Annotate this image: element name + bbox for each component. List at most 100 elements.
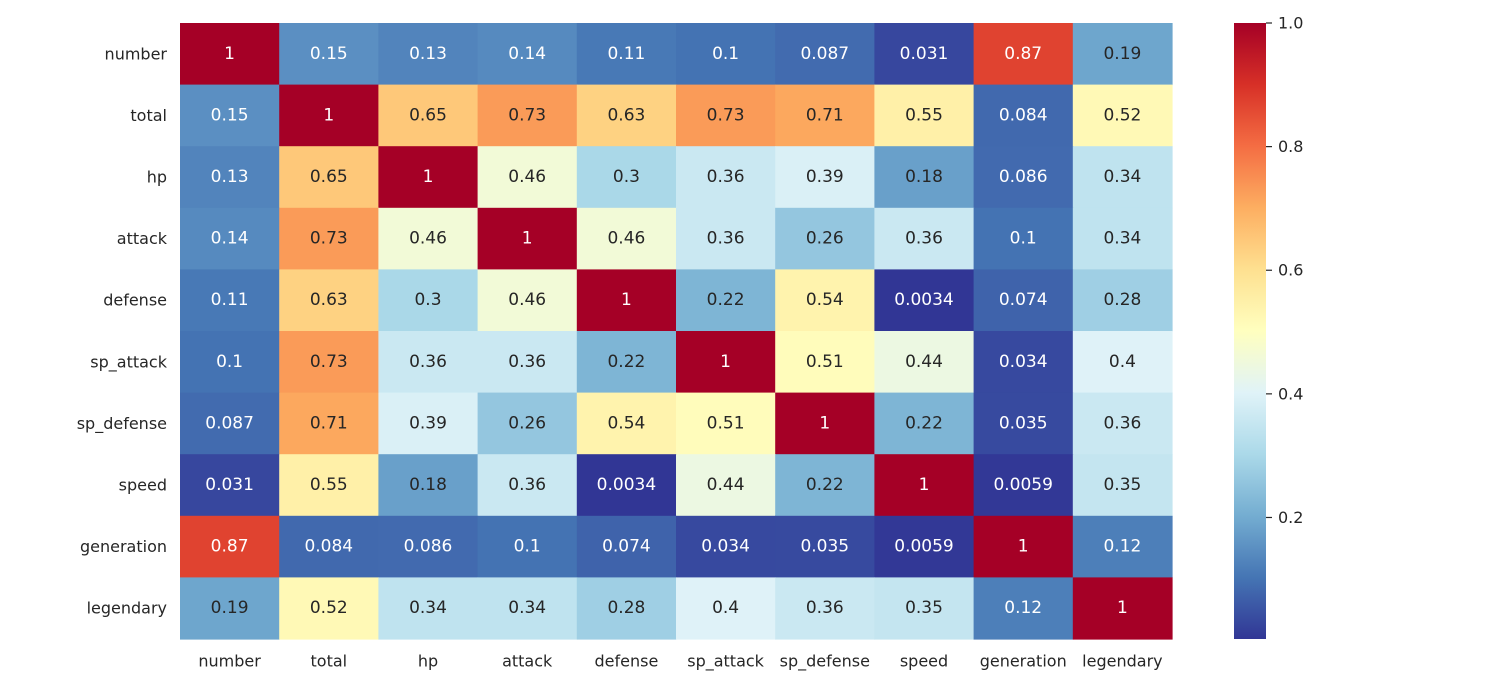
heatmap-cell bbox=[279, 207, 379, 270]
cell-value-label: 1 bbox=[323, 105, 334, 125]
heatmap-cell bbox=[378, 331, 479, 394]
row-label: speed bbox=[119, 476, 167, 495]
colorbar-tick-label: 0.6 bbox=[1278, 261, 1303, 280]
heatmap-cell bbox=[1072, 392, 1173, 455]
cell-value-label: 0.0034 bbox=[894, 290, 953, 310]
heatmap-cell bbox=[973, 331, 1074, 394]
heatmap-cell bbox=[1072, 269, 1173, 332]
cell-value-label: 0.26 bbox=[508, 413, 546, 433]
cell-value-label: 1 bbox=[224, 44, 235, 64]
heatmap-cell bbox=[1072, 146, 1173, 209]
cell-value-label: 0.3 bbox=[414, 290, 441, 310]
cell-value-label: 0.0059 bbox=[894, 537, 953, 557]
cell-value-label: 0.22 bbox=[707, 290, 745, 310]
heatmap-cell bbox=[378, 84, 479, 147]
cell-value-label: 0.11 bbox=[211, 290, 249, 310]
heatmap-cell bbox=[973, 454, 1074, 517]
cell-value-label: 0.54 bbox=[806, 290, 844, 310]
cell-value-label: 0.51 bbox=[707, 413, 745, 433]
cell-value-label: 0.63 bbox=[310, 290, 348, 310]
colorbar-gradient bbox=[1234, 23, 1266, 639]
cell-value-label: 0.36 bbox=[508, 352, 546, 372]
heatmap-cell bbox=[676, 23, 776, 86]
heatmap-cell bbox=[576, 84, 677, 147]
heatmap-cell bbox=[378, 23, 479, 86]
heatmap-cell bbox=[676, 84, 776, 147]
cell-value-label: 1 bbox=[819, 413, 830, 433]
cell-value-label: 0.51 bbox=[806, 352, 844, 372]
heatmap-cells: 1 0.15 0.13 0.14 0.11 0.1 0.087 0.031 0.87 0.190.… bbox=[180, 23, 1173, 640]
heatmap-cell bbox=[279, 84, 379, 147]
heatmap-cell bbox=[180, 331, 280, 394]
column-label: speed bbox=[900, 652, 948, 671]
cell-value-label: 0.71 bbox=[806, 105, 844, 125]
heatmap-cell bbox=[775, 331, 875, 394]
heatmap-cell bbox=[378, 207, 479, 270]
heatmap-cell bbox=[279, 515, 379, 578]
cell-value-label: 0.034 bbox=[999, 352, 1048, 372]
cell-value-label: 0.46 bbox=[607, 229, 645, 249]
row-label: attack bbox=[117, 229, 168, 248]
heatmap-cell bbox=[676, 454, 776, 517]
cell-value-label: 0.73 bbox=[508, 105, 546, 125]
cell-value-label: 0.074 bbox=[999, 290, 1048, 310]
cell-value-label: 0.54 bbox=[607, 413, 645, 433]
cell-value-label: 0.074 bbox=[602, 537, 651, 557]
cell-value-label: 0.0059 bbox=[993, 475, 1052, 495]
row-label: hp bbox=[147, 168, 167, 187]
heatmap-cell bbox=[973, 392, 1074, 455]
cell-value-label: 0.3 bbox=[613, 167, 640, 187]
cell-value-label: 0.1 bbox=[712, 44, 739, 64]
cell-value-label: 0.18 bbox=[905, 167, 943, 187]
cell-value-label: 0.035 bbox=[999, 413, 1048, 433]
cell-value-label: 0.39 bbox=[409, 413, 447, 433]
cell-value-label: 0.55 bbox=[905, 105, 943, 125]
cell-value-label: 0.22 bbox=[905, 413, 943, 433]
cell-value-label: 0.28 bbox=[1103, 290, 1141, 310]
row-label: number bbox=[105, 44, 168, 63]
heatmap-cell bbox=[874, 84, 975, 147]
cell-value-label: 0.19 bbox=[1103, 44, 1141, 64]
heatmap-cell bbox=[775, 84, 875, 147]
column-label: total bbox=[311, 652, 348, 671]
column-label: legendary bbox=[1082, 652, 1162, 671]
heatmap-cell bbox=[477, 207, 578, 270]
heatmap-cell bbox=[973, 515, 1074, 578]
cell-value-label: 0.36 bbox=[905, 229, 943, 249]
heatmap-cell bbox=[576, 23, 677, 86]
cell-value-label: 0.031 bbox=[900, 44, 949, 64]
heatmap-cell bbox=[973, 84, 1074, 147]
heatmap-cell bbox=[676, 146, 776, 209]
cell-value-label: 0.12 bbox=[1103, 537, 1141, 557]
heatmap-cell bbox=[279, 331, 379, 394]
cell-value-label: 1 bbox=[1018, 537, 1029, 557]
heatmap-cell bbox=[180, 207, 280, 270]
cell-value-label: 0.084 bbox=[304, 537, 353, 557]
cell-value-label: 0.1 bbox=[216, 352, 243, 372]
heatmap-cell bbox=[775, 515, 875, 578]
heatmap-cell bbox=[279, 392, 379, 455]
cell-value-label: 0.15 bbox=[310, 44, 348, 64]
heatmap-cell bbox=[775, 207, 875, 270]
cell-value-label: 0.031 bbox=[205, 475, 254, 495]
heatmap-cell bbox=[973, 207, 1074, 270]
cell-value-label: 0.35 bbox=[1103, 475, 1141, 495]
heatmap-cell bbox=[1072, 454, 1173, 517]
row-label: legendary bbox=[87, 599, 167, 618]
heatmap-cell bbox=[676, 392, 776, 455]
cell-value-label: 0.46 bbox=[409, 229, 447, 249]
cell-value-label: 1 bbox=[621, 290, 632, 310]
cell-value-label: 0.36 bbox=[707, 229, 745, 249]
heatmap-cell bbox=[378, 577, 479, 640]
heatmap-cell bbox=[180, 515, 280, 578]
cell-value-label: 0.34 bbox=[409, 598, 447, 618]
cell-value-label: 0.73 bbox=[310, 229, 348, 249]
cell-value-label: 0.28 bbox=[607, 598, 645, 618]
heatmap-cell bbox=[874, 146, 975, 209]
heatmap-cell bbox=[874, 331, 975, 394]
heatmap-cell bbox=[378, 392, 479, 455]
heatmap-cell bbox=[477, 392, 578, 455]
heatmap-cell bbox=[676, 577, 776, 640]
heatmap-cell bbox=[279, 146, 379, 209]
cell-value-label: 0.087 bbox=[800, 44, 849, 64]
